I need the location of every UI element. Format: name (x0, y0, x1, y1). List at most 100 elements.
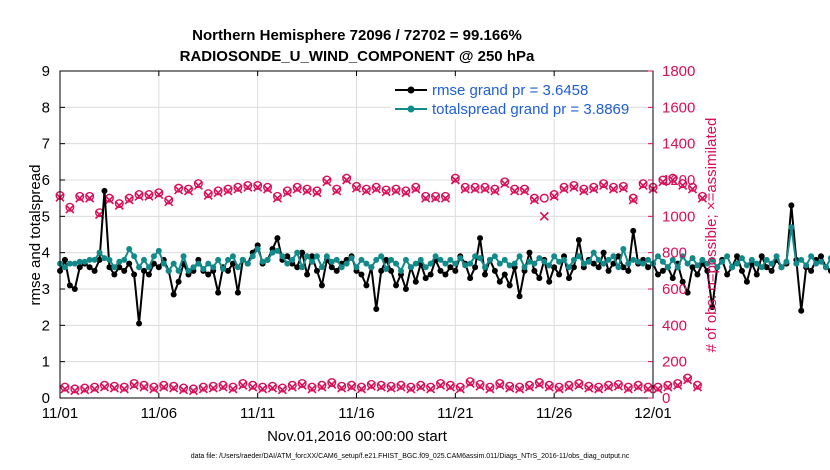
obs-assimilated-point (599, 180, 609, 191)
rmse-point (121, 267, 128, 274)
obs-assimilated-point (342, 175, 352, 185)
rmse-point (689, 264, 696, 271)
x-tick-label: 11/21 (437, 405, 473, 422)
legend-rmse-marker (407, 86, 415, 94)
obs-possible-point (465, 377, 475, 387)
obs-possible-point (599, 179, 609, 189)
obs-assimilated-point (515, 384, 525, 394)
rmse-point (318, 282, 325, 289)
x-tick-label: 11/01 (42, 405, 78, 422)
obs-assimilated-point (109, 383, 119, 393)
spread-point (467, 260, 474, 267)
spread-point (318, 264, 325, 271)
obs-possible-point (366, 379, 376, 389)
obs-possible-point (653, 382, 663, 392)
rmse-point (763, 264, 770, 271)
obs-possible-point (223, 184, 233, 194)
spread-point (798, 256, 805, 263)
obs-assimilated-point (668, 175, 678, 185)
obs-assimilated-point (653, 384, 663, 394)
obs-possible-point (416, 380, 426, 390)
obs-assimilated-point (356, 384, 367, 394)
spread-point (269, 249, 276, 256)
obs-possible-point (327, 378, 337, 388)
spread-point (427, 260, 434, 267)
obs-assimilated-point (564, 382, 574, 392)
spread-point (225, 256, 232, 263)
spread-point (422, 264, 429, 271)
obs-possible-point (144, 190, 154, 200)
obs-assimilated-point (663, 382, 673, 392)
spread-point (645, 256, 652, 263)
rmse-point (175, 278, 182, 285)
obs-possible-point (688, 182, 698, 192)
obs-possible-point (80, 383, 90, 393)
obs-possible-point (455, 382, 465, 392)
spread-point (333, 256, 340, 263)
spread-point (674, 264, 681, 271)
rmse-point (442, 271, 449, 278)
obs-possible-point (263, 182, 273, 192)
spread-point (407, 264, 414, 271)
obs-possible-point (179, 383, 189, 393)
legend-spread-marker (407, 105, 415, 113)
obs-assimilated-point (243, 182, 253, 192)
spread-point (699, 256, 706, 263)
y-right-tick-label: 1200 (662, 172, 695, 189)
obs-possible-point (376, 380, 386, 390)
rmse-point (506, 282, 513, 289)
rmse-point (141, 267, 148, 274)
obs-possible-point (668, 173, 678, 183)
spread-point (254, 246, 261, 253)
spread-point (215, 256, 222, 263)
obs-assimilated-point (164, 197, 174, 207)
obs-possible-point (381, 185, 391, 195)
spread-point (793, 260, 800, 267)
obs-assimilated-point (282, 188, 292, 198)
obs-possible-point (70, 384, 80, 394)
obs-assimilated-point (302, 186, 312, 196)
spread-point (106, 256, 113, 263)
rmse-point (61, 256, 68, 263)
obs-assimilated-point (154, 189, 164, 200)
obs-possible-point (440, 191, 450, 201)
spread-point (813, 260, 820, 267)
obs-assimilated-point (406, 384, 416, 394)
obs-possible-point (401, 186, 411, 196)
y-left-tick-label: 5 (42, 208, 50, 225)
obs-assimilated-point (253, 182, 263, 192)
rmse-point (630, 227, 637, 234)
obs-possible-point (60, 382, 70, 392)
spread-point (437, 256, 444, 263)
obs-possible-point (426, 382, 436, 392)
obs-possible-point (282, 186, 292, 196)
spread-point (239, 256, 246, 263)
obs-possible-point (85, 191, 95, 201)
obs-possible-point (233, 182, 243, 192)
obs-assimilated-point (238, 380, 248, 390)
obs-assimilated-point (683, 375, 693, 385)
obs-possible-point (480, 182, 490, 192)
obs-assimilated-point (687, 184, 698, 194)
spread-point (190, 264, 197, 271)
spread-point (827, 255, 830, 261)
obs-assimilated-point (258, 384, 268, 394)
y-left-tick-label: 1 (42, 354, 50, 371)
obs-assimilated-point (104, 195, 114, 205)
obs-assimilated-point (431, 193, 441, 203)
obs-assimilated-point (613, 381, 623, 391)
obs-assimilated-point (169, 383, 179, 393)
rmse-point (378, 267, 385, 274)
spread-point (753, 260, 760, 267)
obs-possible-point (534, 378, 544, 388)
obs-assimilated-point (70, 386, 80, 396)
spread-point (447, 256, 454, 263)
obs-assimilated-point (544, 382, 554, 392)
y-axis-left-label: rmse and totalspread (27, 165, 44, 306)
obs-possible-point (302, 184, 312, 194)
obs-possible-point (450, 173, 460, 183)
spread-point (101, 255, 108, 262)
spread-point (477, 255, 484, 262)
rmse-point (126, 260, 133, 267)
spread-point (116, 258, 123, 265)
